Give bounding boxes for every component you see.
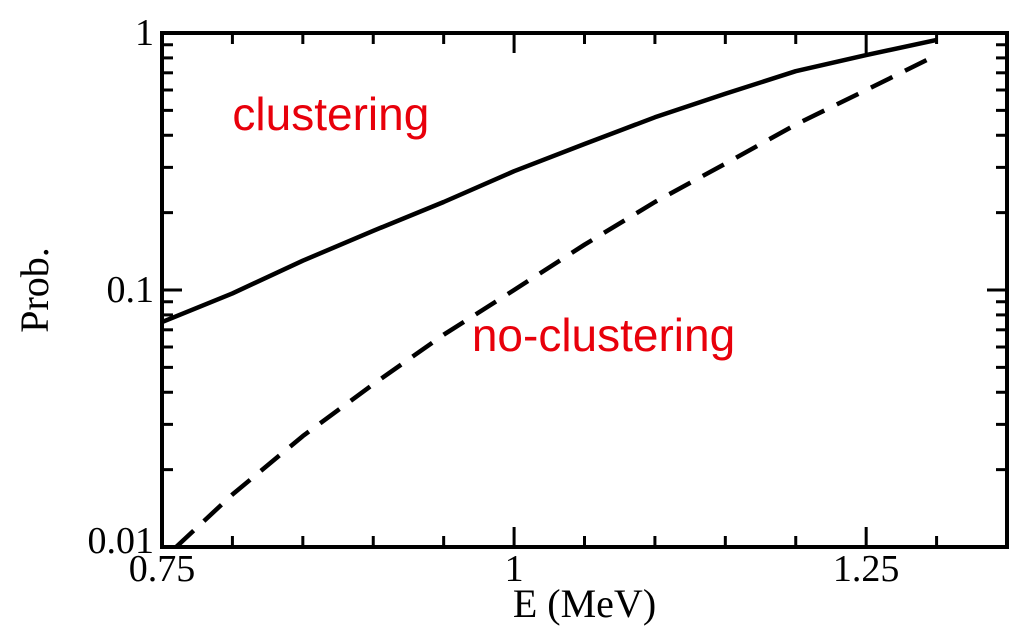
solid-series-line xyxy=(161,37,938,325)
x-tick-label: 0.75 xyxy=(129,548,196,590)
annotations: clustering no-clustering xyxy=(232,88,735,361)
plot-frame xyxy=(160,31,1009,549)
y-axis-label: Prob. xyxy=(12,247,57,333)
y-tick-label: 0.01 xyxy=(88,520,155,562)
annotation-label: no-clustering xyxy=(472,309,735,361)
annotation-label: clustering xyxy=(232,88,429,140)
y-tick-label: 1 xyxy=(135,12,154,54)
tick-labels: 0.75 1 1.25 0.01 0.1 1 xyxy=(88,12,900,590)
x-axis-label: E (MeV) xyxy=(513,581,656,626)
x-tick-label: 1 xyxy=(505,548,524,590)
x-tick-label: 1.25 xyxy=(833,548,900,590)
dashed-series-line xyxy=(174,53,938,549)
data-series xyxy=(161,37,938,549)
y-tick-label: 0.1 xyxy=(107,269,155,311)
